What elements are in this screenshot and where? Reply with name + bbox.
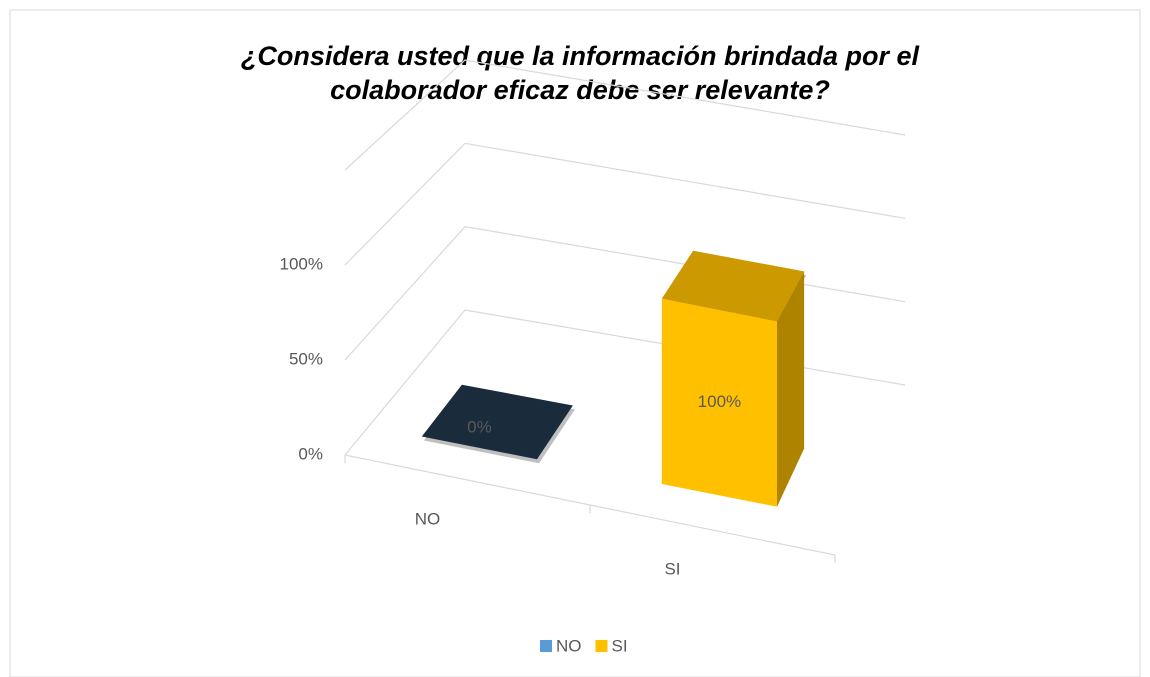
y-tick-label: 50% <box>289 349 323 368</box>
bar-side <box>777 271 805 507</box>
bar-top <box>421 384 573 460</box>
bar-top <box>661 250 805 322</box>
chart-frame <box>9 9 1141 677</box>
title-line: ¿Considera usted que la información brin… <box>241 41 920 71</box>
legend-swatch <box>595 640 608 652</box>
y-tick-label: 100% <box>280 254 323 273</box>
y-tick-label: 0% <box>298 444 323 463</box>
grid-line <box>344 142 906 266</box>
x-tick-label: SI <box>664 559 680 578</box>
x-tick-label: NO <box>415 509 441 528</box>
bar-front <box>661 298 777 507</box>
wall-edge <box>344 59 906 171</box>
legend-label: SI <box>612 636 628 655</box>
legend-swatch <box>540 640 552 652</box>
data-label: 100% <box>698 392 741 411</box>
legend-label: NO <box>556 636 582 655</box>
data-label: 0% <box>467 417 492 436</box>
